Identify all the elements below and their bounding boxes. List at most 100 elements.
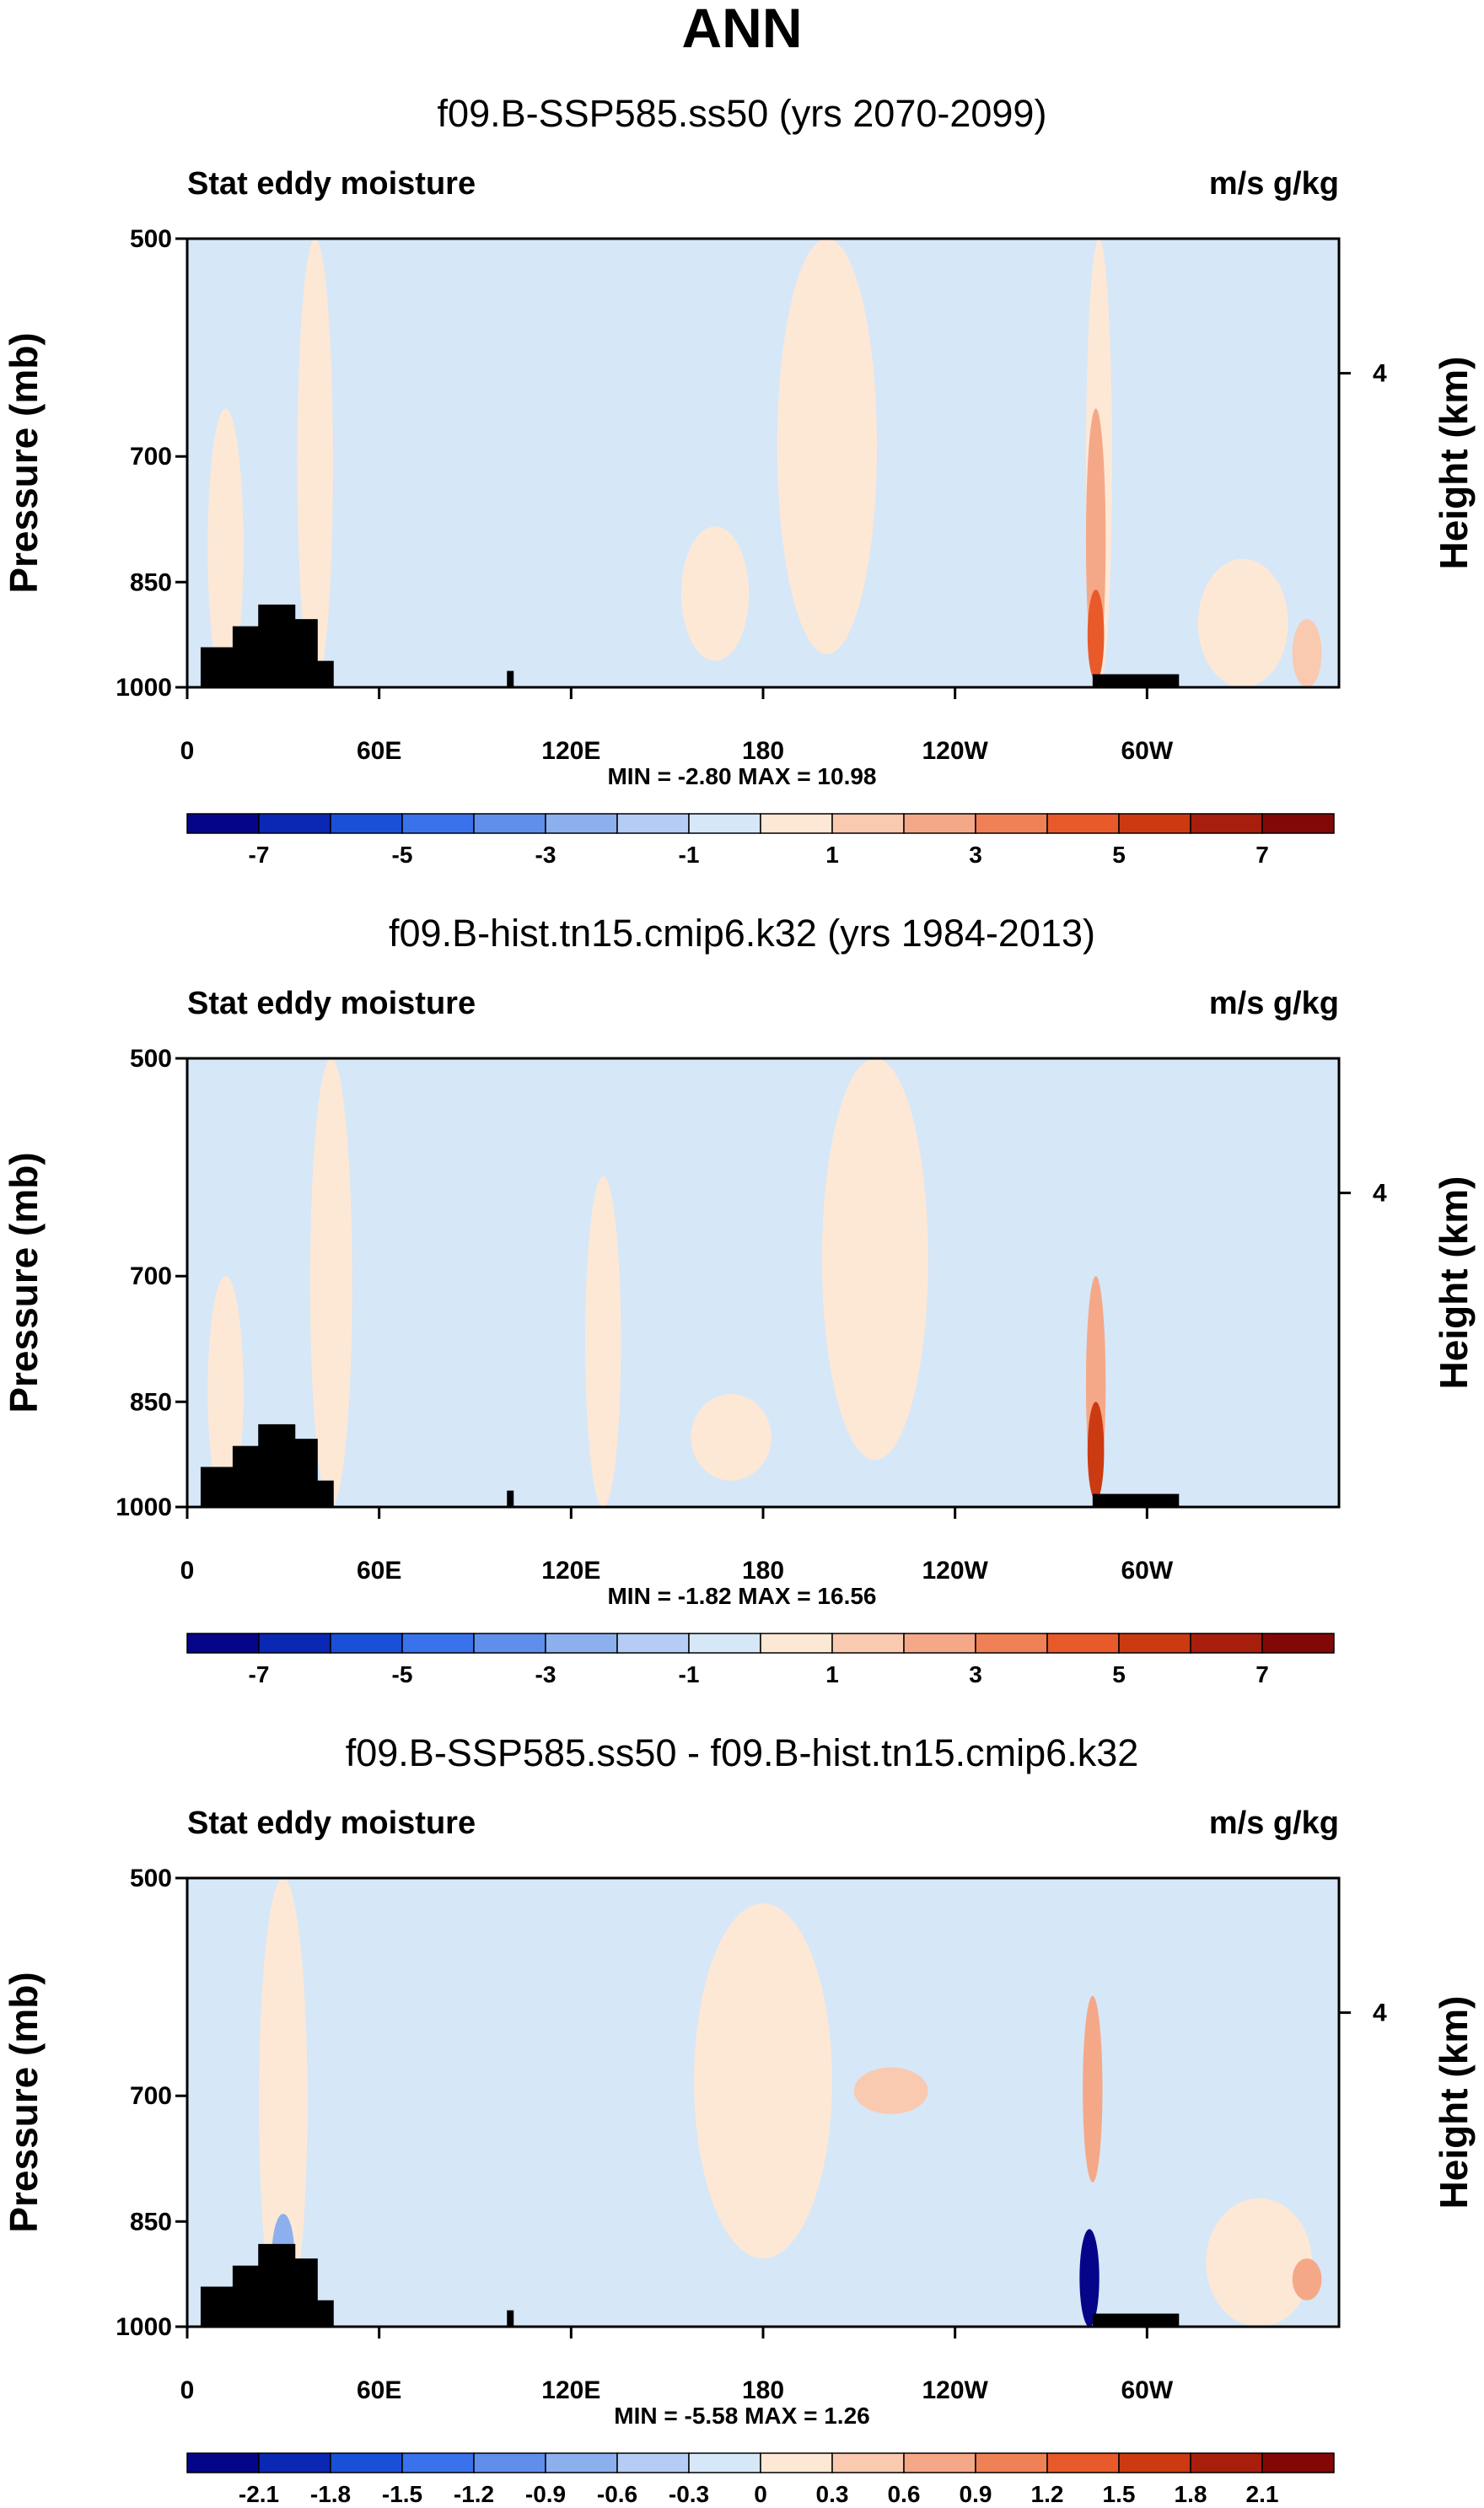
colorbar: -7 -5 -3 -1 1 3 5 7 — [186, 813, 1335, 868]
colorbar-swatch — [831, 813, 905, 834]
positive-contour — [777, 239, 878, 654]
colorbar: -7 -5 -3 -1 1 3 5 7 — [186, 1633, 1335, 1687]
figure-title: ANN — [682, 0, 803, 59]
colorbar-swatch — [545, 1633, 618, 1654]
colorbar-swatch — [473, 1633, 546, 1654]
left-label: Stat eddy moisture — [187, 986, 476, 1021]
y-tick-label: 850 — [130, 568, 172, 596]
x-tick-label: 60W — [1121, 2376, 1173, 2404]
left-label: Stat eddy moisture — [187, 1806, 476, 1841]
colorbar-swatch — [473, 2452, 546, 2473]
colorbar-label: 7 — [1255, 1661, 1269, 1687]
colorbar-swatch — [1190, 2452, 1263, 2473]
positive-contour — [1087, 589, 1105, 681]
panel-title: f09.B-SSP585.ss50 - f09.B-hist.tn15.cmip… — [346, 1731, 1139, 1774]
topography — [200, 647, 238, 687]
x-tick-label: 0 — [180, 2376, 195, 2404]
y2-tick-label: 4 — [1373, 1999, 1387, 2027]
positive-contour — [207, 408, 244, 687]
colorbar-swatch — [760, 1633, 833, 1654]
colorbar: -2.1 -1.8 -1.5 -1.2 -0.9 -0.6 -0.3 0 0.3 0.6 0.9 1.… — [186, 2452, 1335, 2507]
panel-title: f09.B-SSP585.ss50 (yrs 2070-2099) — [438, 92, 1047, 135]
field-background — [187, 239, 1339, 687]
x-tick-label: 120W — [922, 737, 988, 765]
colorbar-label: -1 — [679, 842, 700, 868]
x-tick-label: 60W — [1121, 1557, 1173, 1585]
colorbar-label: 7 — [1255, 842, 1269, 868]
colorbar-label: -5 — [392, 1661, 413, 1687]
x-tick-label: 120W — [922, 1557, 988, 1585]
panel-2: f09.B-hist.tn15.cmip6.k32 (yrs 1984-2013… — [2, 912, 1476, 1687]
colorbar-swatch — [831, 1633, 905, 1654]
colorbar-swatch — [688, 2452, 761, 2473]
y-tick-label: 1000 — [116, 2313, 172, 2341]
positive-contour — [1083, 1995, 1103, 2182]
y-tick-label: 1000 — [116, 1493, 172, 1521]
colorbar-swatch — [831, 2452, 905, 2473]
positive-contour — [1292, 2258, 1322, 2301]
positive-contour — [309, 1058, 352, 1507]
positive-contour — [694, 1903, 832, 2259]
panel-1: f09.B-SSP585.ss50 (yrs 2070-2099) Stat ed… — [2, 92, 1476, 868]
x-tick-label: 0 — [180, 1557, 195, 1585]
colorbar-label: -2.1 — [239, 2481, 279, 2507]
colorbar-label: 1.5 — [1103, 2481, 1136, 2507]
positive-contour — [297, 239, 333, 687]
colorbar-swatch — [903, 813, 976, 834]
colorbar-label: 1 — [825, 842, 839, 868]
colorbar-label: 5 — [1112, 1661, 1126, 1687]
topography — [296, 1480, 334, 1507]
colorbar-swatch — [616, 2452, 690, 2473]
right-label: m/s g/kg — [1209, 986, 1339, 1021]
colorbar-swatch — [760, 813, 833, 834]
colorbar-label: -0.6 — [597, 2481, 637, 2507]
x-tick-label: 60E — [357, 737, 401, 765]
colorbar-swatch — [1190, 1633, 1263, 1654]
y-tick-label: 500 — [130, 1865, 172, 1892]
colorbar-swatch — [545, 2452, 618, 2473]
colorbar-swatch — [1046, 813, 1120, 834]
topography — [507, 1490, 514, 1507]
y2-axis-label: Height (km) — [1432, 357, 1476, 570]
colorbar-swatch — [186, 1633, 260, 1654]
colorbar-label: 0 — [754, 2481, 767, 2507]
topography — [507, 2310, 514, 2327]
positive-contour — [821, 1058, 928, 1461]
colorbar-label: -1.5 — [382, 2481, 422, 2507]
colorbar-swatch — [473, 813, 546, 834]
right-label: m/s g/kg — [1209, 1806, 1339, 1841]
colorbar-label: 1.8 — [1175, 2481, 1207, 2507]
colorbar-swatch — [1118, 1633, 1191, 1654]
colorbar-label: 1 — [825, 1661, 839, 1687]
colorbar-swatch — [258, 813, 331, 834]
y2-axis-label: Height (km) — [1432, 1996, 1476, 2209]
colorbar-swatch — [1261, 813, 1335, 834]
x-tick-label: 60E — [357, 1557, 401, 1585]
colorbar-label: 3 — [969, 1661, 982, 1687]
right-label: m/s g/kg — [1209, 166, 1339, 202]
colorbar-swatch — [330, 2452, 403, 2473]
colorbar-swatch — [903, 2452, 976, 2473]
colorbar-swatch — [186, 813, 260, 834]
positive-contour — [853, 2067, 928, 2114]
y-tick-label: 1000 — [116, 674, 172, 702]
colorbar-swatch — [186, 2452, 260, 2473]
y2-tick-label: 4 — [1373, 1180, 1387, 1208]
y2-axis-label: Height (km) — [1432, 1176, 1476, 1390]
positive-contour — [1206, 2198, 1313, 2327]
colorbar-label: -7 — [249, 842, 270, 868]
colorbar-label: -7 — [249, 1661, 270, 1687]
colorbar-swatch — [401, 2452, 475, 2473]
min-max-label: MIN = -5.58 MAX = 1.26 — [614, 2403, 869, 2429]
positive-contour — [691, 1394, 772, 1481]
topography — [1092, 1493, 1180, 1507]
positive-contour — [680, 526, 750, 661]
colorbar-label: -3 — [535, 842, 556, 868]
colorbar-swatch — [760, 2452, 833, 2473]
colorbar-swatch — [1046, 2452, 1120, 2473]
colorbar-label: -1.8 — [310, 2481, 351, 2507]
y-axis-label: Pressure (mb) — [2, 1972, 46, 2232]
x-tick-label: 180 — [742, 2376, 784, 2404]
colorbar-label: 3 — [969, 842, 982, 868]
positive-contour — [1292, 619, 1322, 687]
